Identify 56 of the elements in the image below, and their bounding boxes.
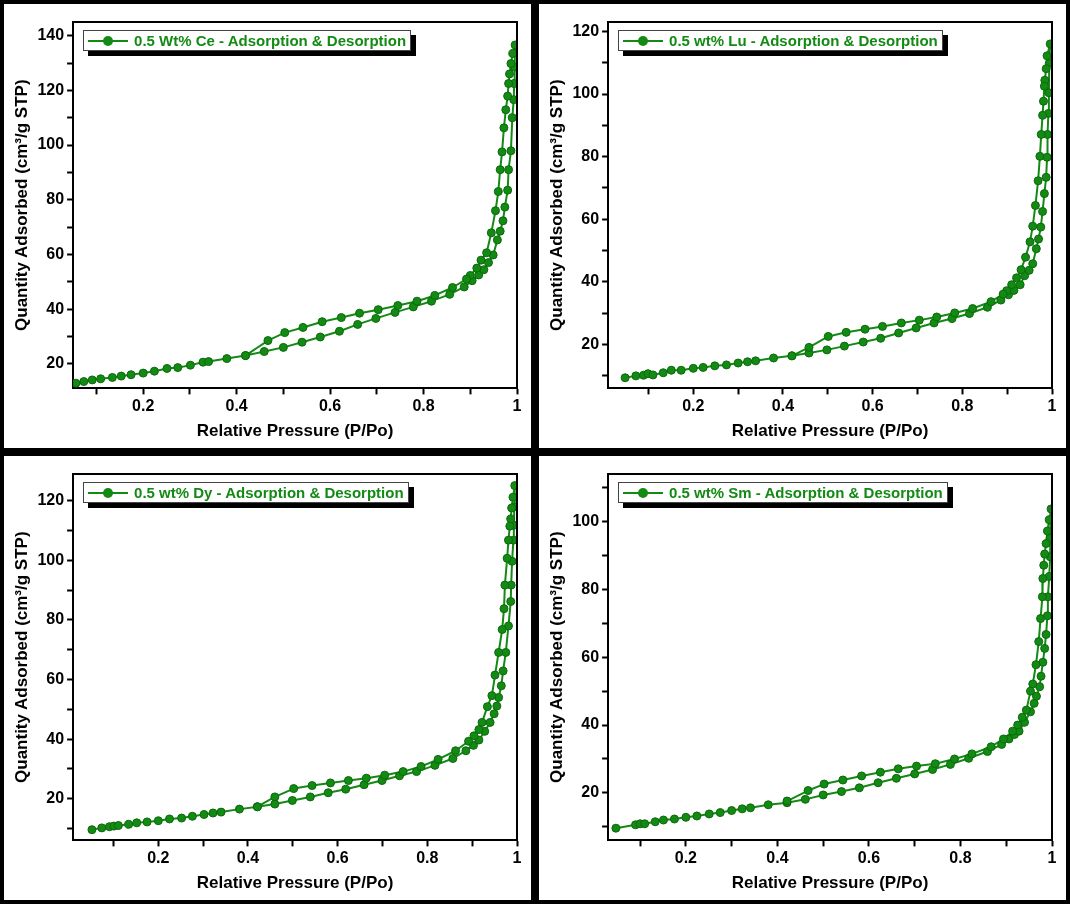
legend-label: 0.5 Wt% Ce - Adsorption & Desorption xyxy=(134,32,407,49)
y-tick-label: 100 xyxy=(572,511,600,529)
x-axis-title: Relative Pressure (P/Po) xyxy=(196,421,394,441)
y-tick-label: 100 xyxy=(37,135,65,153)
x-axis-title: Relative Pressure (P/Po) xyxy=(731,873,929,893)
y-axis-title: Quantity Adsorbed (cm³/g STP) xyxy=(11,79,31,331)
y-tick-label: 20 xyxy=(46,789,65,807)
y-tick-label: 100 xyxy=(572,84,600,102)
y-tick-label: 100 xyxy=(37,550,65,568)
x-tick-label: 0.6 xyxy=(857,849,881,867)
y-tick-label: 20 xyxy=(581,334,600,352)
y-tick-label: 120 xyxy=(37,491,65,509)
y-tick-label: 40 xyxy=(46,299,65,317)
x-tick-label: 0.2 xyxy=(132,397,155,415)
x-tick-label: 1 xyxy=(512,849,522,867)
x-tick-label: 0.8 xyxy=(416,849,439,867)
y-tick-label: 60 xyxy=(581,209,600,227)
x-tick-label: 0.6 xyxy=(861,397,884,415)
y-tick-label: 80 xyxy=(581,579,600,597)
y-tick-label: 40 xyxy=(581,272,600,290)
legend-label: 0.5 wt% Sm - Adsorption & Desorption xyxy=(669,484,943,501)
x-tick-label: 0.2 xyxy=(147,849,170,867)
y-tick-label: 60 xyxy=(46,244,65,262)
x-axis-title: Relative Pressure (P/Po) xyxy=(731,421,929,441)
y-tick-label: 60 xyxy=(46,669,65,687)
y-axis-title: Quantity Adsorbed (cm³/g STP) xyxy=(546,79,566,331)
y-axis-title: Quantity Adsorbed (cm³/g STP) xyxy=(546,531,566,783)
y-tick-label: 80 xyxy=(581,147,600,165)
x-tick-label: 0.4 xyxy=(766,849,789,867)
y-tick-label: 40 xyxy=(581,715,600,733)
x-tick-label: 0.8 xyxy=(951,397,974,415)
y-tick-label: 80 xyxy=(46,610,65,628)
x-tick-label: 0.4 xyxy=(771,397,795,415)
x-axis-title: Relative Pressure (P/Po) xyxy=(196,873,394,893)
x-tick-label: 1 xyxy=(512,397,522,415)
y-tick-label: 60 xyxy=(581,647,600,665)
y-tick-label: 120 xyxy=(37,80,65,98)
y-tick-label: 20 xyxy=(46,354,65,372)
y-axis-title: Quantity Adsorbed (cm³/g STP) xyxy=(11,531,31,783)
y-tick-label: 40 xyxy=(46,729,65,747)
legend-label: 0.5 wt% Dy - Adsorption & Desorption xyxy=(134,484,404,501)
x-tick-label: 0.4 xyxy=(236,849,260,867)
x-tick-label: 0.4 xyxy=(225,397,248,415)
legend-label: 0.5 wt% Lu - Adsorption & Desorption xyxy=(669,32,938,49)
x-tick-label: 0.6 xyxy=(318,397,342,415)
x-tick-label: 1 xyxy=(1047,397,1057,415)
y-tick-label: 20 xyxy=(581,783,600,801)
y-tick-label: 140 xyxy=(37,26,65,44)
x-tick-label: 0.2 xyxy=(682,397,705,415)
x-tick-label: 0.6 xyxy=(326,849,349,867)
x-tick-label: 0.8 xyxy=(412,397,435,415)
x-tick-label: 0.2 xyxy=(674,849,698,867)
x-tick-label: 0.8 xyxy=(949,849,972,867)
y-tick-label: 80 xyxy=(46,190,65,208)
y-tick-label: 120 xyxy=(572,21,600,39)
x-tick-label: 1 xyxy=(1047,849,1057,867)
